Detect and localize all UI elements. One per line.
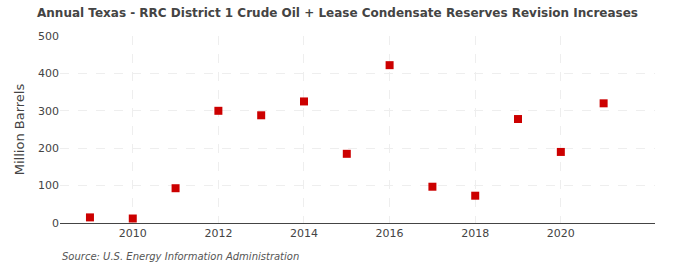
svg-text:100: 100 (38, 179, 59, 192)
svg-text:300: 300 (38, 105, 59, 118)
svg-text:200: 200 (38, 142, 59, 155)
svg-text:2012: 2012 (204, 227, 232, 240)
svg-text:2014: 2014 (290, 227, 318, 240)
svg-text:Annual Texas - RRC District 1: Annual Texas - RRC District 1 Crude Oil … (37, 6, 638, 20)
svg-text:2020: 2020 (547, 227, 575, 240)
svg-text:2010: 2010 (119, 227, 147, 240)
svg-text:Million Barrels: Million Barrels (12, 84, 27, 176)
svg-text:2016: 2016 (376, 227, 404, 240)
svg-text:2018: 2018 (461, 227, 489, 240)
svg-text:0: 0 (52, 217, 59, 230)
svg-text:400: 400 (38, 67, 59, 80)
svg-text:Source: U.S. Energy Informatio: Source: U.S. Energy Information Administ… (62, 251, 299, 262)
svg-text:500: 500 (38, 30, 59, 43)
